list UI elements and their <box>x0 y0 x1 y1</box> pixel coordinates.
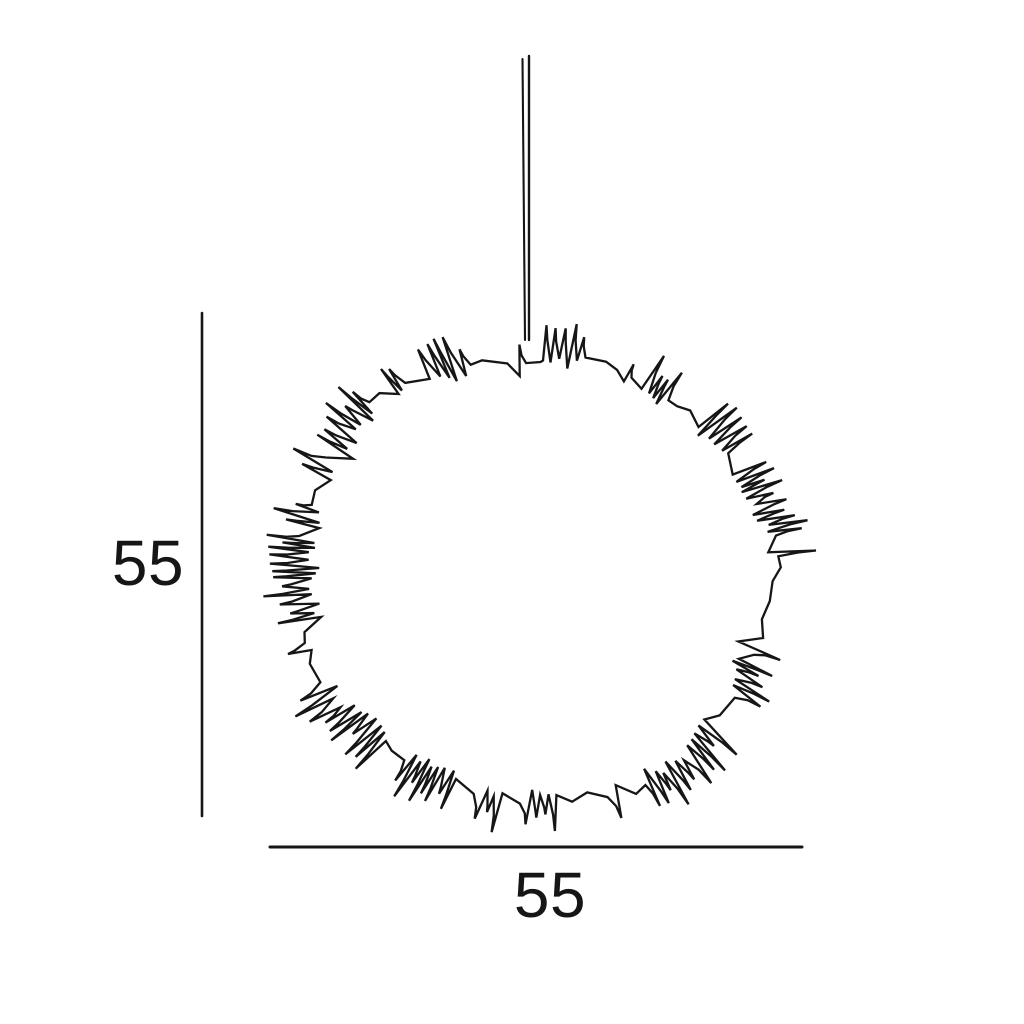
height-dimension-label: 55 <box>112 527 184 599</box>
lampshade-fuzzy-outline <box>263 323 817 833</box>
width-dimension-label: 55 <box>514 859 586 931</box>
line-work <box>200 54 817 849</box>
cord-line-left <box>521 57 527 342</box>
